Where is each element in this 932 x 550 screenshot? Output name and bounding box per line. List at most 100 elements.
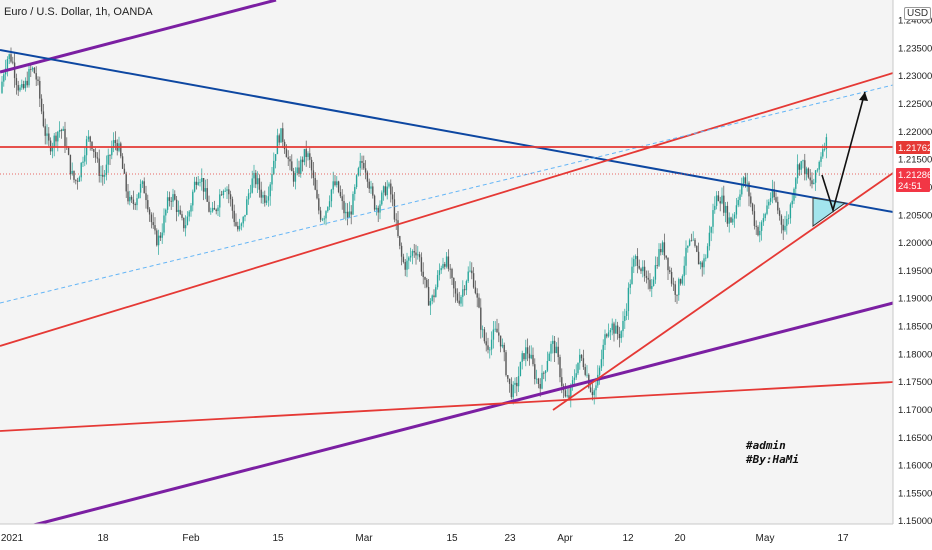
candle-body bbox=[215, 209, 217, 212]
triangle-pattern[interactable] bbox=[812, 197, 847, 227]
candle-body bbox=[120, 143, 122, 157]
candle-body bbox=[33, 67, 36, 74]
candle-body bbox=[35, 73, 37, 80]
candle-body bbox=[652, 279, 655, 286]
candle-body bbox=[607, 332, 610, 337]
candle-body bbox=[643, 266, 646, 276]
currency-button[interactable]: USD bbox=[904, 7, 932, 20]
purple-channel-upper[interactable] bbox=[0, 0, 277, 74]
candle-body bbox=[370, 186, 372, 189]
candle-body bbox=[283, 141, 286, 150]
candle-body bbox=[690, 240, 693, 242]
candle-body bbox=[575, 373, 577, 378]
candle-body bbox=[726, 205, 729, 224]
price-tag-current: 1.21286 24:51 bbox=[896, 168, 932, 192]
candle-body bbox=[611, 323, 613, 331]
candle-body bbox=[692, 239, 694, 241]
candle-body bbox=[69, 154, 72, 175]
candle-body bbox=[672, 283, 675, 285]
candle-body bbox=[404, 261, 406, 270]
symbol-title: Euro / U.S. Dollar, 1h, OANDA bbox=[4, 6, 153, 18]
candle-body bbox=[375, 207, 378, 210]
candle-body bbox=[148, 209, 151, 215]
candle-body bbox=[661, 242, 664, 253]
candle-body bbox=[591, 391, 594, 396]
y-tick-label: 1.18000 bbox=[898, 349, 932, 360]
candle-body bbox=[696, 245, 698, 252]
candle-body bbox=[55, 135, 57, 142]
candle-body bbox=[228, 189, 230, 195]
candle-body bbox=[165, 209, 167, 216]
candle-body bbox=[399, 236, 401, 246]
candle-body bbox=[103, 174, 106, 177]
annotation-admin: #admin bbox=[745, 439, 786, 452]
red-uptrend-support-line[interactable] bbox=[552, 172, 894, 411]
candle-body bbox=[157, 235, 160, 246]
candle-body bbox=[161, 232, 163, 238]
candle-body bbox=[75, 179, 77, 181]
projection-path[interactable] bbox=[821, 91, 866, 213]
candle-body bbox=[348, 211, 351, 218]
candle-body bbox=[121, 156, 124, 169]
candle-body bbox=[235, 222, 237, 226]
candle-body bbox=[197, 182, 199, 185]
candle-body bbox=[753, 211, 756, 226]
time-axis[interactable] bbox=[0, 524, 893, 550]
candle-body bbox=[602, 344, 604, 360]
candle-body bbox=[354, 187, 356, 194]
candle-body bbox=[813, 182, 815, 185]
candle-body bbox=[39, 80, 41, 99]
candle-body bbox=[8, 54, 10, 60]
price-axis[interactable] bbox=[893, 0, 932, 550]
candle-body bbox=[721, 195, 723, 204]
candle-body bbox=[310, 159, 313, 171]
candle-body bbox=[111, 147, 113, 156]
red-channel-upper[interactable] bbox=[0, 72, 894, 347]
candle-body bbox=[795, 178, 797, 189]
dashed-parallel-line[interactable] bbox=[0, 84, 894, 304]
candle-body bbox=[715, 195, 718, 206]
candle-body bbox=[145, 193, 147, 201]
candle-body bbox=[814, 170, 817, 183]
candle-body bbox=[400, 245, 403, 257]
purple-channel-lower[interactable] bbox=[29, 301, 894, 528]
candle-body bbox=[701, 262, 703, 268]
candle-body bbox=[390, 183, 392, 195]
candle-body bbox=[579, 354, 581, 363]
candle-body bbox=[291, 161, 293, 172]
candle-body bbox=[561, 377, 563, 387]
candle-body bbox=[544, 370, 547, 374]
candle-body bbox=[724, 205, 727, 213]
candle-body bbox=[625, 311, 628, 316]
candle-body bbox=[703, 258, 705, 268]
candle-body bbox=[436, 275, 439, 288]
candle-body bbox=[386, 186, 388, 196]
candle-body bbox=[778, 210, 781, 216]
candle-body bbox=[775, 197, 777, 202]
candle-body bbox=[107, 154, 109, 165]
candle-body bbox=[3, 74, 5, 82]
y-tick-label: 1.16500 bbox=[898, 433, 932, 444]
y-tick-label: 1.19500 bbox=[898, 266, 932, 277]
candle-body bbox=[210, 211, 212, 213]
candle-body bbox=[580, 354, 583, 359]
candle-body bbox=[463, 289, 466, 291]
candle-body bbox=[420, 257, 423, 272]
candle-body bbox=[28, 69, 30, 86]
candle-body bbox=[483, 329, 486, 342]
x-tick-label: 2021 bbox=[1, 533, 24, 544]
candle-body bbox=[438, 270, 441, 276]
candle-body bbox=[276, 135, 279, 155]
candle-body bbox=[665, 255, 667, 258]
candle-body bbox=[589, 387, 592, 392]
blue-downtrend-line[interactable] bbox=[0, 49, 894, 213]
candle-body bbox=[577, 362, 579, 374]
candle-body bbox=[1, 81, 3, 93]
candle-body bbox=[631, 266, 633, 284]
candle-body bbox=[496, 328, 498, 333]
candle-body bbox=[523, 353, 525, 360]
candle-body bbox=[471, 270, 473, 274]
red-support-line-lower[interactable] bbox=[0, 381, 894, 432]
candle-body bbox=[408, 257, 410, 261]
